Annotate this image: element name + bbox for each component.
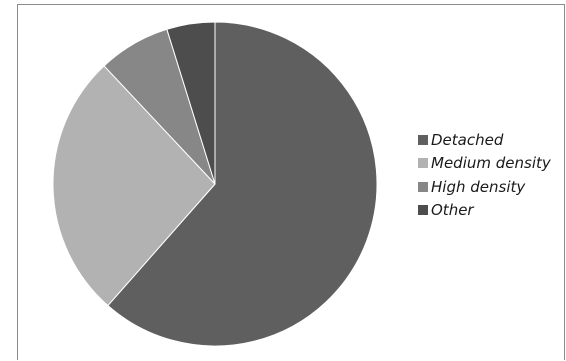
legend-swatch xyxy=(418,181,428,192)
legend-item: Detached xyxy=(418,128,551,152)
legend-label: Detached xyxy=(431,130,504,149)
legend-item: Other xyxy=(418,199,551,223)
legend-label: High density xyxy=(431,177,526,196)
legend-item: High density xyxy=(418,175,551,199)
pie-slice-medium-density xyxy=(52,65,216,307)
legend-item: Medium density xyxy=(418,152,551,176)
legend: Detached Medium density High density Oth… xyxy=(418,128,551,222)
pie-slice-detached xyxy=(107,21,378,347)
legend-swatch xyxy=(418,158,428,169)
legend-swatch xyxy=(418,205,428,216)
legend-swatch xyxy=(418,134,428,145)
legend-label: Other xyxy=(431,201,474,220)
pie-slice-other xyxy=(166,21,216,185)
legend-label: Medium density xyxy=(431,154,551,173)
